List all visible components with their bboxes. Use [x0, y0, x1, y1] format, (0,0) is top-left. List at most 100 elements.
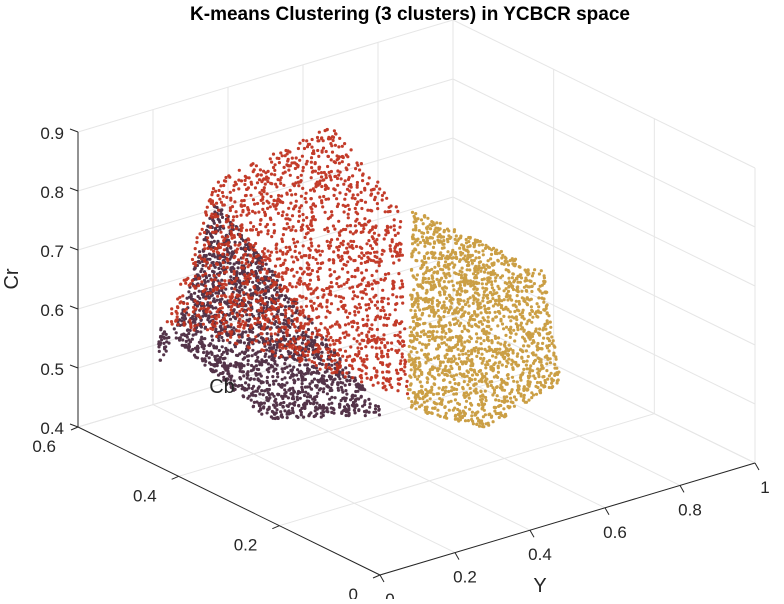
data-point	[419, 380, 422, 383]
data-point	[557, 371, 560, 374]
data-point	[348, 256, 351, 259]
data-point	[352, 290, 355, 293]
data-point	[229, 209, 232, 212]
data-point	[445, 343, 448, 346]
data-point	[457, 301, 460, 304]
data-point	[219, 372, 222, 375]
data-point	[511, 276, 514, 279]
data-point	[197, 277, 200, 280]
data-point	[412, 347, 415, 350]
data-point	[470, 352, 473, 355]
data-point	[222, 339, 225, 342]
data-point	[525, 349, 528, 352]
data-point	[328, 258, 331, 261]
data-point	[210, 261, 213, 264]
data-point	[295, 329, 298, 332]
data-point	[465, 400, 468, 403]
data-point	[359, 375, 362, 378]
data-point	[344, 331, 347, 334]
data-point	[213, 240, 216, 243]
data-point	[213, 355, 216, 358]
data-point	[232, 303, 235, 306]
data-point	[366, 377, 369, 380]
data-point	[194, 253, 197, 256]
data-point	[252, 248, 255, 251]
data-point	[523, 394, 526, 397]
data-point	[458, 260, 461, 263]
data-point	[456, 298, 459, 301]
data-point	[487, 316, 490, 319]
data-point	[330, 281, 333, 284]
data-point	[439, 222, 442, 225]
data-point	[425, 252, 428, 255]
data-point	[295, 374, 298, 377]
data-point	[209, 351, 212, 354]
data-point	[221, 216, 224, 219]
data-point	[358, 284, 361, 287]
data-point	[368, 176, 371, 179]
data-point	[381, 253, 384, 256]
data-point	[260, 173, 263, 176]
data-point	[292, 238, 295, 241]
data-point	[274, 163, 277, 166]
data-point	[314, 161, 317, 164]
data-point	[289, 376, 292, 379]
data-point	[278, 161, 281, 164]
data-point	[263, 252, 266, 255]
data-point	[333, 270, 336, 273]
data-point	[208, 199, 211, 202]
data-point	[443, 304, 446, 307]
data-point	[480, 372, 483, 375]
data-point	[325, 347, 328, 350]
data-point	[231, 252, 234, 255]
data-point	[320, 175, 323, 178]
data-point	[385, 388, 388, 391]
data-point	[268, 396, 271, 399]
data-point	[510, 400, 513, 403]
data-point	[542, 337, 545, 340]
data-point	[325, 176, 328, 179]
data-point	[255, 164, 258, 167]
data-point	[256, 202, 259, 205]
data-point	[371, 283, 374, 286]
data-point	[368, 406, 371, 409]
data-point	[316, 333, 319, 336]
data-point	[256, 359, 259, 362]
data-point	[285, 252, 288, 255]
data-point	[244, 330, 247, 333]
data-point	[374, 282, 377, 285]
data-point	[427, 277, 430, 280]
data-point	[340, 300, 343, 303]
data-point	[448, 294, 451, 297]
data-point	[278, 257, 281, 260]
data-point	[329, 336, 332, 339]
data-point	[249, 304, 252, 307]
data-point	[347, 213, 350, 216]
data-point	[324, 211, 327, 214]
data-point	[370, 300, 373, 303]
data-point	[244, 286, 247, 289]
data-point	[444, 391, 447, 394]
data-point	[259, 271, 262, 274]
data-point	[397, 378, 400, 381]
data-point	[355, 203, 358, 206]
data-point	[309, 300, 312, 303]
data-point	[312, 290, 315, 293]
data-point	[248, 337, 251, 340]
data-point	[534, 312, 537, 315]
data-point	[237, 258, 240, 261]
data-point	[249, 254, 252, 257]
data-point	[361, 279, 364, 282]
data-point	[227, 372, 230, 375]
data-point	[513, 303, 516, 306]
data-point	[457, 273, 460, 276]
data-point	[401, 345, 404, 348]
data-point	[462, 387, 465, 390]
data-point	[290, 161, 293, 164]
data-point	[287, 226, 290, 229]
data-point	[246, 355, 249, 358]
data-point	[387, 302, 390, 305]
data-point	[366, 318, 369, 321]
data-point	[336, 184, 339, 187]
data-point	[196, 302, 199, 305]
